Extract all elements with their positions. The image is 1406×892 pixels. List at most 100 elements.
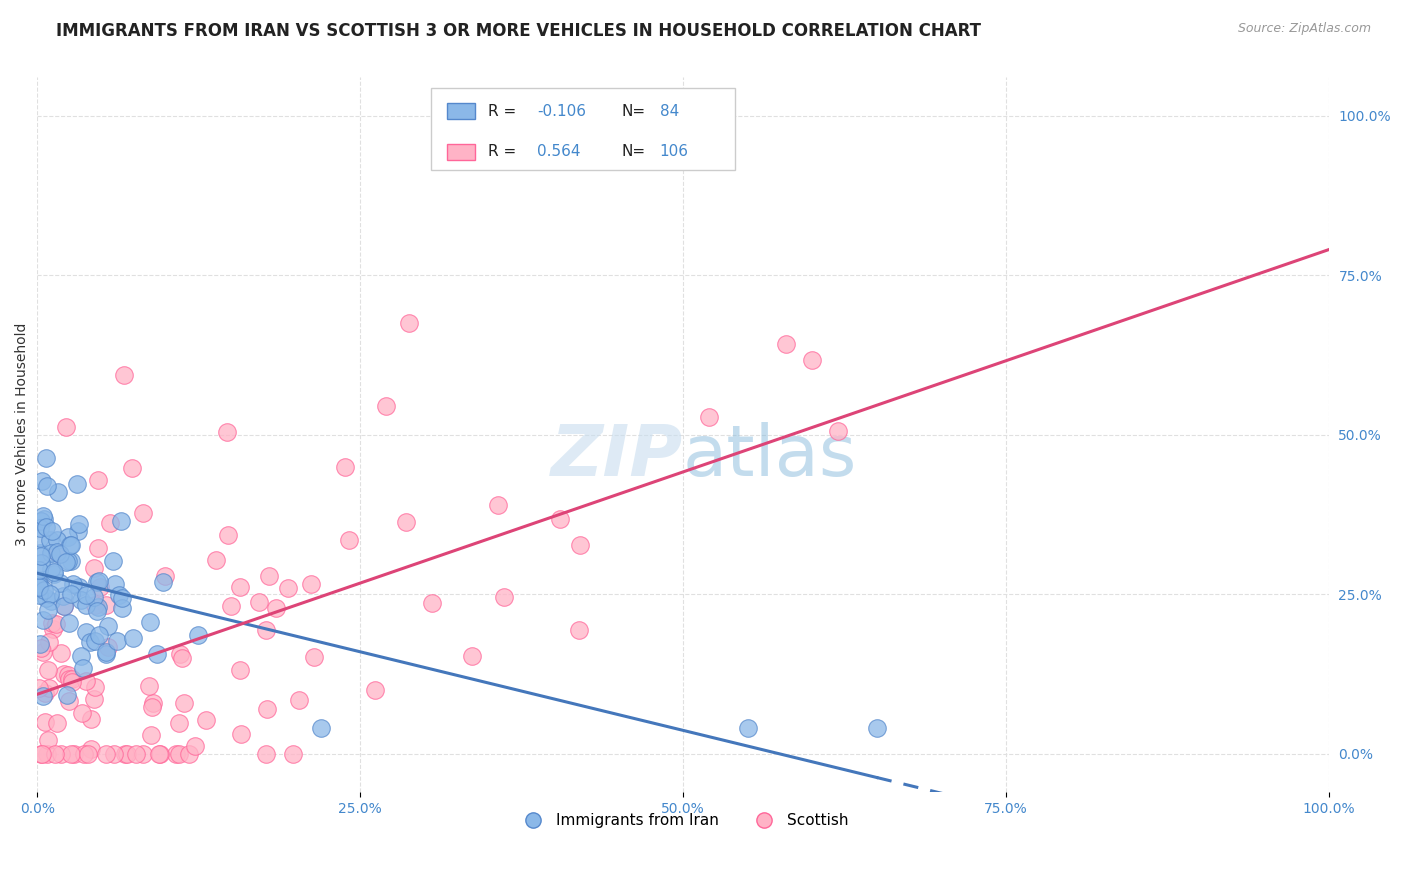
Point [337, 533, 360, 547]
Point [183, 739, 205, 754]
Point [52, 589, 75, 603]
Point [58, 616, 80, 631]
Point [94, 747, 117, 761]
Point [111, 591, 134, 606]
Point [45, 545, 67, 559]
Point [67, 524, 90, 538]
Point [75, 625, 97, 640]
Point [89, 580, 111, 594]
Point [775, 336, 797, 351]
Point [697, 409, 720, 424]
Point [77, 747, 100, 761]
Point [257, 569, 280, 583]
Text: R =: R = [488, 103, 522, 119]
Y-axis label: 3 or more Vehicles in Household: 3 or more Vehicles in Household [15, 323, 30, 547]
Point [75, 587, 97, 601]
Point [62, 576, 84, 591]
Point [32, 512, 55, 526]
Point [132, 747, 155, 761]
Point [52, 599, 75, 613]
FancyBboxPatch shape [432, 88, 735, 170]
Point [31, 474, 53, 488]
Point [172, 650, 194, 665]
Point [67, 580, 90, 594]
Point [87, 473, 110, 487]
Point [56, 554, 79, 568]
Point [169, 648, 191, 662]
Point [177, 747, 200, 761]
Point [67, 517, 90, 532]
Bar [447, 103, 475, 119]
Text: R =: R = [488, 145, 522, 160]
Point [37, 664, 59, 678]
Point [30, 514, 52, 528]
Point [32, 690, 55, 704]
Point [737, 721, 759, 735]
Point [139, 728, 162, 742]
Point [55, 688, 77, 702]
Point [568, 623, 591, 637]
Point [70, 649, 93, 664]
Point [103, 747, 125, 761]
Text: N=: N= [621, 103, 645, 119]
Point [299, 577, 322, 591]
Point [288, 693, 311, 707]
Point [49, 576, 72, 591]
Point [101, 554, 124, 568]
Point [94, 645, 117, 659]
Point [121, 461, 143, 475]
Point [28, 577, 51, 591]
Point [149, 747, 172, 761]
Point [139, 615, 162, 630]
Point [31, 747, 53, 761]
Point [264, 600, 287, 615]
Text: IMMIGRANTS FROM IRAN VS SCOTTISH 3 OR MORE VEHICLES IN HOUSEHOLD CORRELATION CHA: IMMIGRANTS FROM IRAN VS SCOTTISH 3 OR MO… [56, 22, 981, 40]
Point [84, 634, 107, 648]
Point [84, 598, 107, 612]
Point [187, 628, 209, 642]
Point [35, 451, 58, 466]
Point [148, 747, 170, 761]
Point [486, 498, 509, 512]
Point [44, 566, 66, 581]
Point [105, 634, 128, 648]
Point [34, 686, 56, 700]
Point [76, 598, 98, 612]
Point [44, 747, 66, 761]
Point [31, 645, 53, 659]
Point [97, 640, 120, 655]
Point [228, 581, 250, 595]
Point [58, 668, 80, 682]
Point [86, 604, 108, 618]
Point [277, 582, 299, 596]
Text: 84: 84 [659, 103, 679, 119]
Point [569, 538, 592, 552]
Point [30, 556, 52, 570]
Point [38, 681, 60, 696]
Point [138, 679, 160, 693]
Point [28, 588, 51, 602]
Point [60, 672, 83, 686]
Point [548, 512, 571, 526]
Point [27, 681, 49, 695]
Point [866, 721, 889, 735]
Point [114, 747, 136, 761]
Point [115, 747, 138, 761]
Point [86, 599, 108, 614]
Bar [447, 144, 475, 160]
Point [28, 546, 51, 560]
Point [39, 594, 62, 608]
Point [38, 634, 60, 648]
Point [35, 479, 58, 493]
Point [254, 623, 277, 637]
Point [247, 595, 270, 609]
Point [39, 546, 62, 560]
Point [142, 696, 165, 710]
Point [311, 721, 333, 735]
Point [28, 521, 51, 535]
Point [55, 555, 77, 569]
Point [167, 747, 190, 761]
Point [39, 533, 62, 547]
Point [30, 641, 52, 656]
Point [59, 539, 82, 553]
